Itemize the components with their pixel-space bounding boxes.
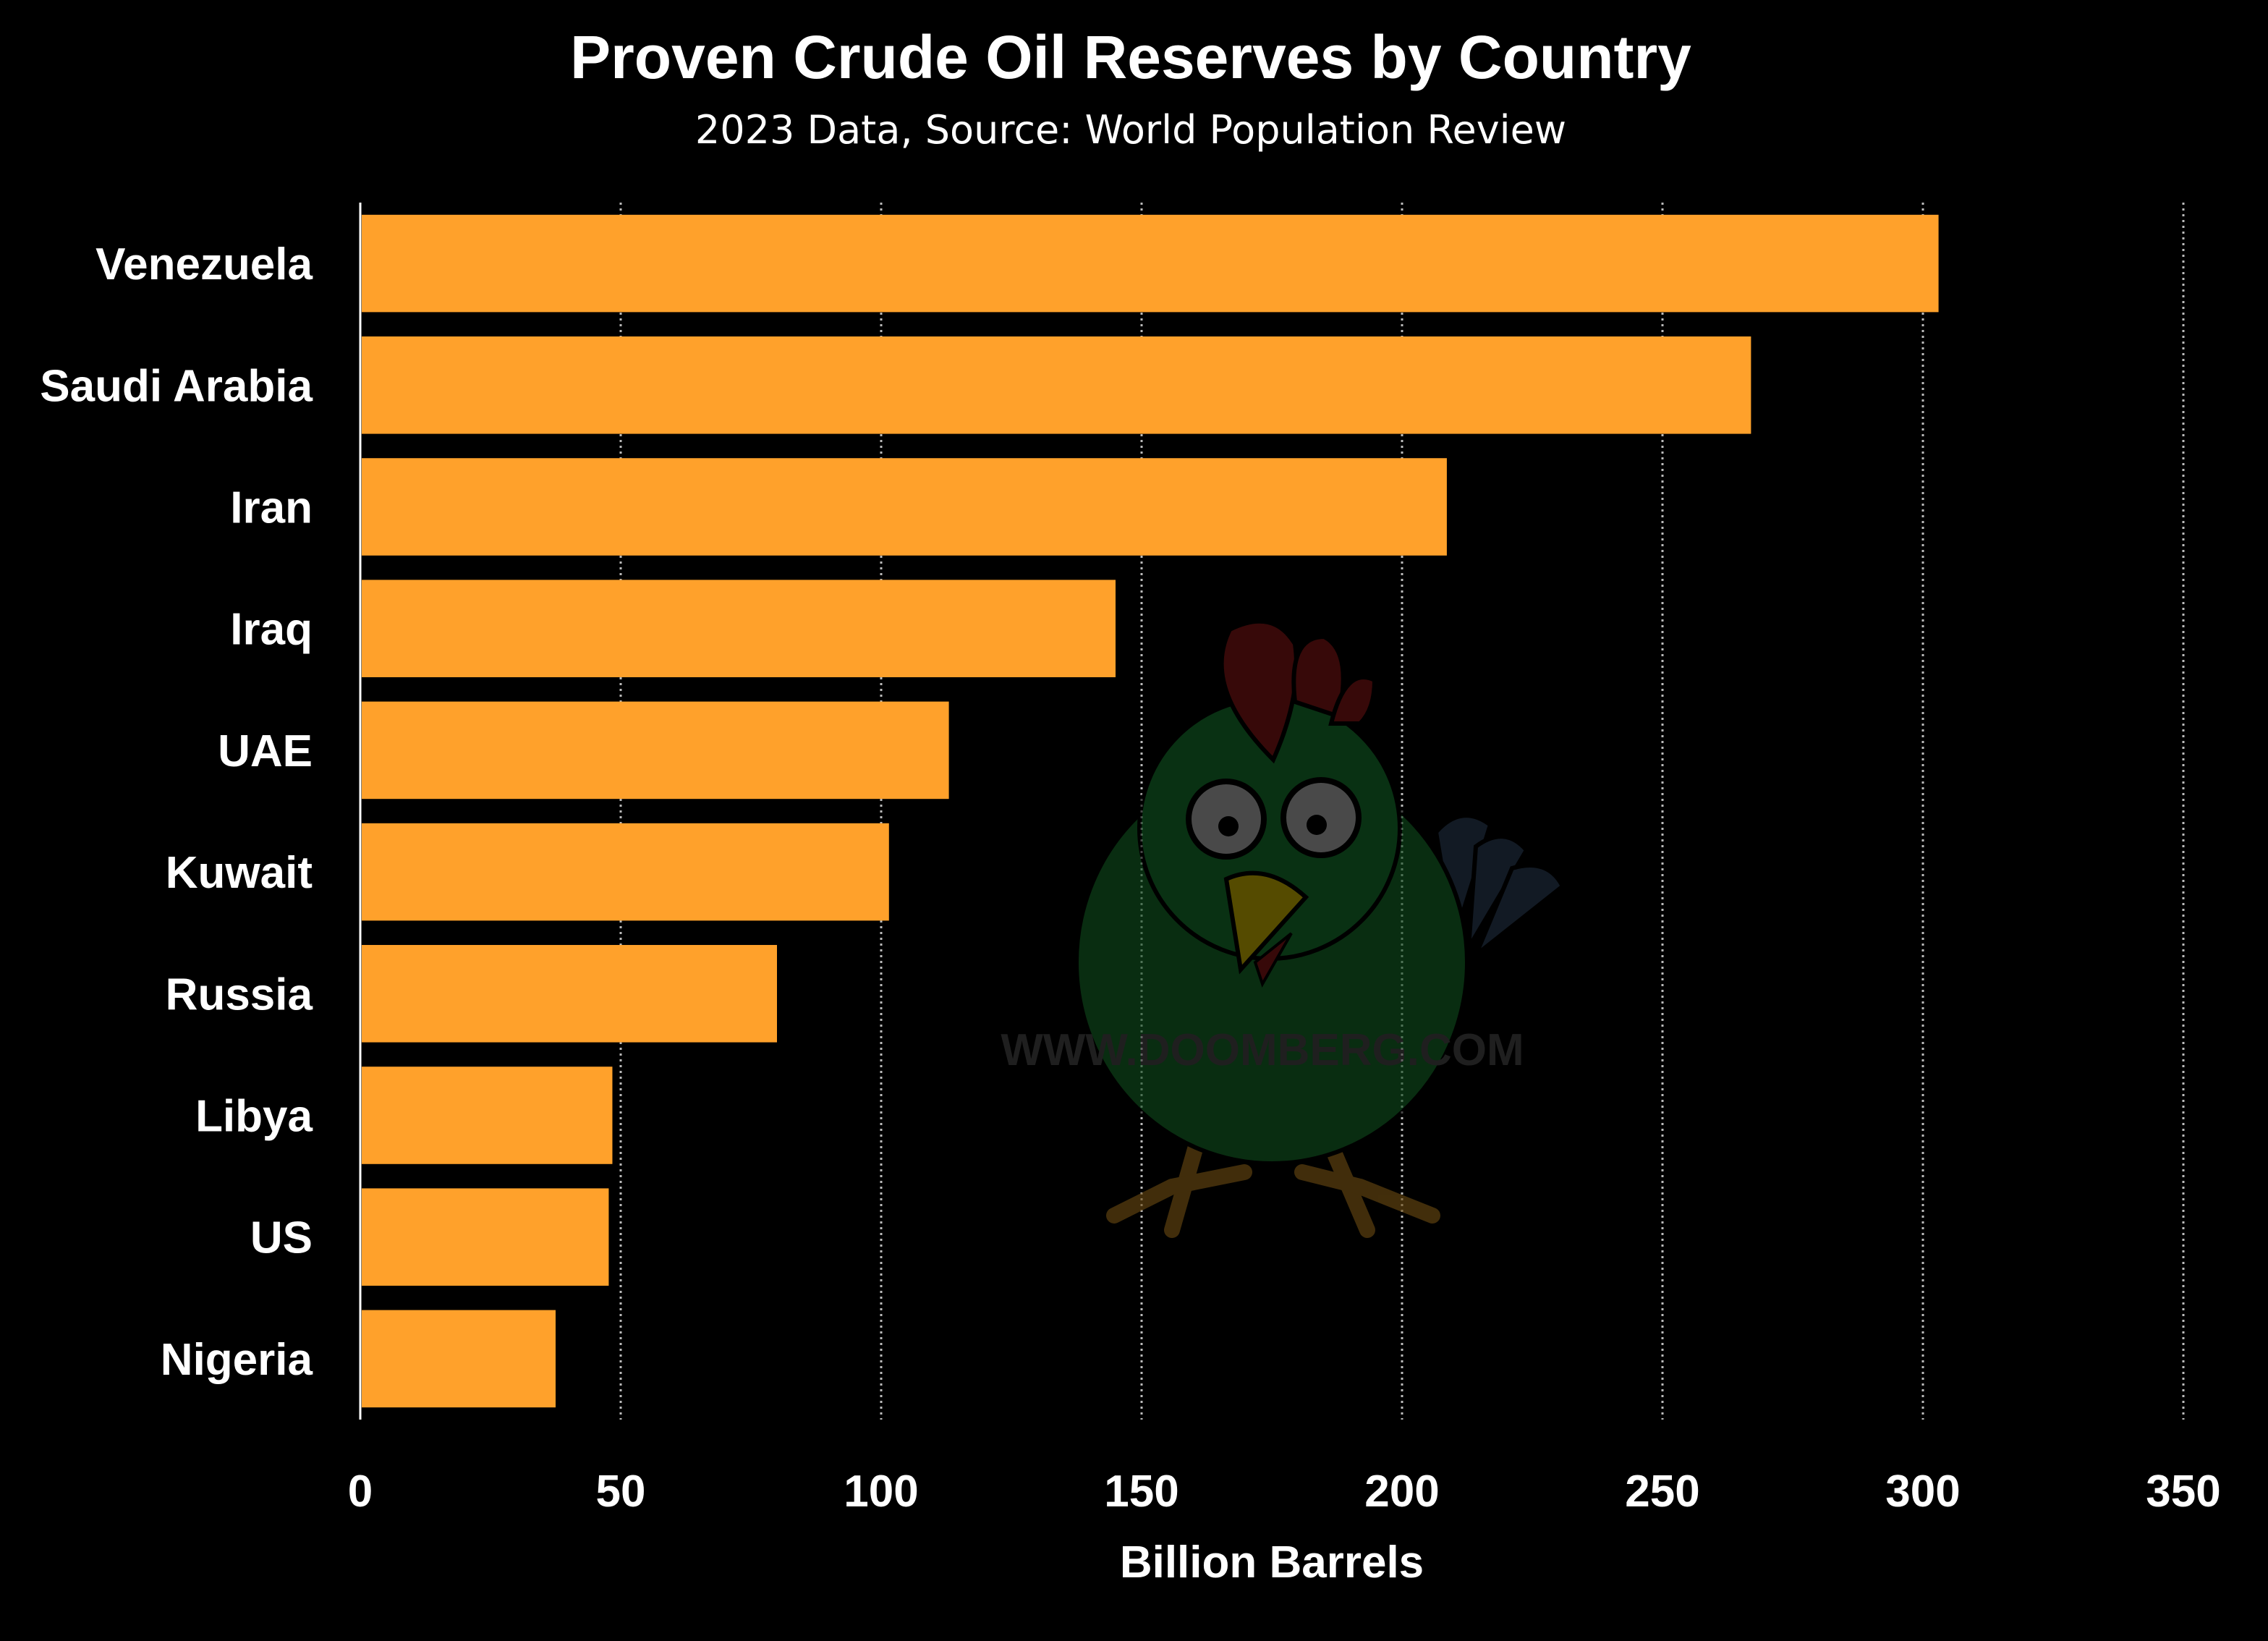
chicken-wattle	[1253, 932, 1293, 988]
bar	[362, 1188, 609, 1286]
bars	[362, 214, 1939, 1408]
x-axis-label: Billion Barrels	[1120, 1538, 1424, 1587]
category-label: Nigeria	[161, 1335, 313, 1385]
watermark-text: WWW.DOOMBERG.COM	[1001, 1025, 1524, 1075]
category-label: US	[250, 1213, 313, 1263]
chicken-eyes	[1186, 777, 1362, 860]
bar	[362, 214, 1939, 313]
category-label: Iran	[230, 483, 313, 533]
chicken-mascot-icon: WWW.DOOMBERG.COM	[1001, 619, 1566, 1238]
bar	[362, 823, 889, 921]
category-label: Russia	[166, 970, 313, 1019]
bar	[362, 701, 949, 800]
bar	[362, 458, 1447, 556]
x-tick-label: 300	[1885, 1467, 1960, 1517]
category-label: Kuwait	[166, 848, 313, 898]
chicken-beak	[1223, 870, 1309, 975]
x-tick-label: 150	[1104, 1467, 1178, 1517]
x-tick-label: 0	[348, 1467, 373, 1517]
bar	[362, 580, 1116, 677]
category-label: Libya	[195, 1092, 313, 1142]
x-tick-label: 350	[2146, 1467, 2220, 1517]
x-tick-label: 100	[844, 1467, 918, 1517]
chicken-comb	[1219, 619, 1377, 764]
category-label: Saudi Arabia	[40, 361, 313, 411]
x-tick-label: 50	[596, 1467, 646, 1517]
category-label: UAE	[218, 726, 313, 776]
category-labels: Venezuela Saudi Arabia Iran Iraq UAE Kuwait Ru…	[40, 239, 313, 1385]
x-tick-label: 250	[1625, 1467, 1699, 1517]
bar	[362, 1310, 556, 1408]
category-label: Iraq	[230, 605, 313, 655]
bar	[362, 1067, 613, 1164]
bar	[362, 336, 1751, 434]
x-axis-ticks: 0 50 100 150 200 250 300 350	[348, 1467, 2221, 1517]
x-tick-label: 200	[1364, 1467, 1439, 1517]
chart-subtitle: 2023 Data, Source: World Population Revi…	[695, 107, 1566, 153]
chart-title: Proven Crude Oil Reserves by Country	[570, 23, 1691, 91]
category-label: Venezuela	[95, 239, 313, 289]
bar	[362, 945, 777, 1043]
